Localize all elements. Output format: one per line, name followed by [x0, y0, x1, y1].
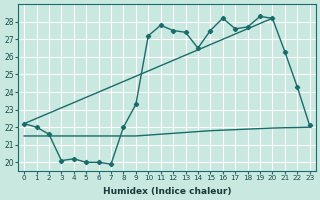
- X-axis label: Humidex (Indice chaleur): Humidex (Indice chaleur): [103, 187, 231, 196]
